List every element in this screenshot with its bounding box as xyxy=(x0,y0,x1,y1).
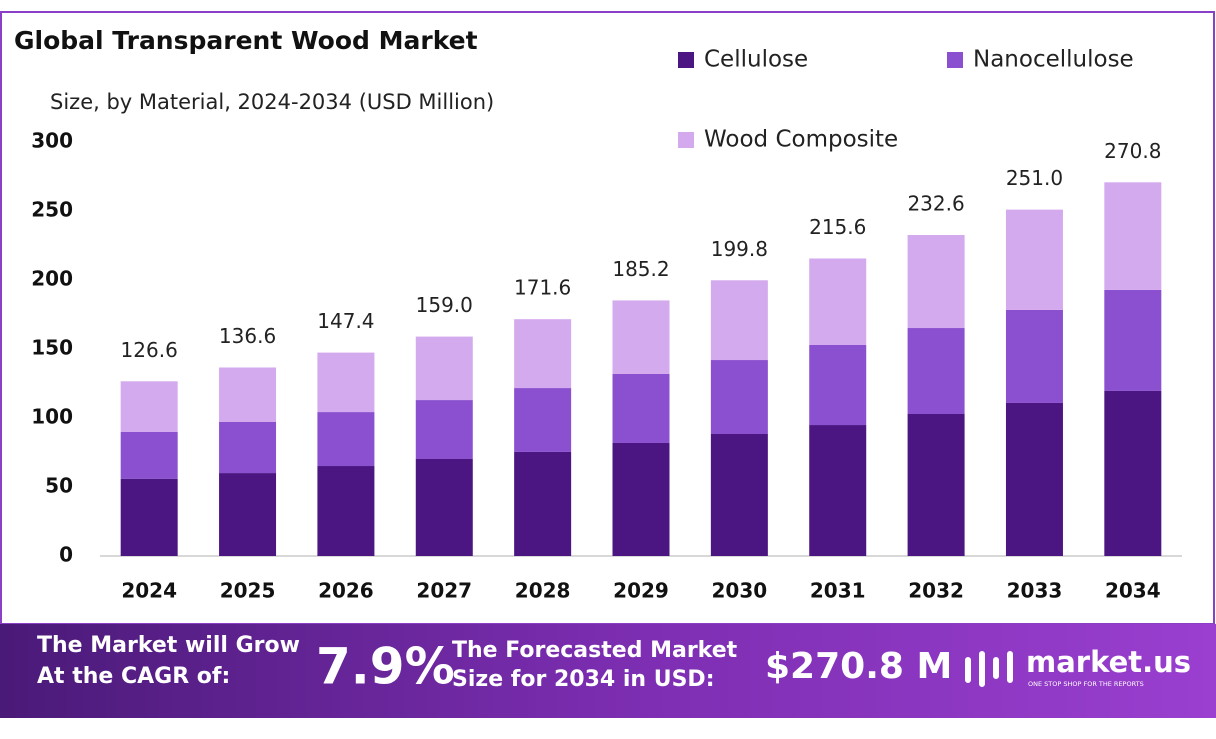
brand: market.us xyxy=(1026,645,1191,679)
bar-segment xyxy=(514,319,572,389)
x-tick-label: 2034 xyxy=(1105,579,1161,603)
y-tick-label: 100 xyxy=(31,405,73,429)
y-tick-label: 250 xyxy=(31,198,73,222)
chart-title: Global Transparent Wood Market xyxy=(14,26,478,55)
bar-segment xyxy=(415,400,473,459)
bar-segment xyxy=(415,336,473,401)
y-tick-label: 0 xyxy=(59,543,73,567)
bar-segment xyxy=(1005,309,1063,403)
plot: 0 50 100 150 200 250 300 Cellulose Nanocellulose… xyxy=(31,47,1182,603)
x-tick-label: 2027 xyxy=(416,579,472,603)
size-text: The Forecasted Market Size for 2034 in US… xyxy=(452,638,738,692)
bar-segment xyxy=(317,466,375,556)
footer-band xyxy=(0,624,1216,718)
tagline: ONE STOP SHOP FOR THE REPORTS xyxy=(1028,680,1144,688)
bar-segment xyxy=(120,381,178,432)
total-label: 251.0 xyxy=(1006,166,1063,190)
total-label: 171.6 xyxy=(514,276,571,300)
y-tick-label: 200 xyxy=(31,267,73,291)
cagr-value: 7.9% xyxy=(316,638,455,696)
bar-segment xyxy=(907,328,965,414)
y-tick-label: 50 xyxy=(45,474,73,498)
bar-segment xyxy=(120,431,178,479)
bar-segment xyxy=(612,373,670,443)
legend-label: Nanocellulose xyxy=(973,47,1134,73)
bar-segment xyxy=(1104,289,1162,391)
bar-segment xyxy=(1104,390,1162,556)
bar-segment xyxy=(317,352,375,413)
legend-swatch xyxy=(947,52,963,68)
bar-segment xyxy=(219,473,277,556)
x-tick-label: 2024 xyxy=(121,579,177,603)
bar-segment xyxy=(120,478,178,556)
legend-label: Cellulose xyxy=(704,47,808,73)
bar-segment xyxy=(514,451,572,556)
bar-segment xyxy=(809,425,867,556)
bar-segment xyxy=(710,280,768,361)
total-label: 232.6 xyxy=(907,192,964,216)
total-label: 199.8 xyxy=(711,237,768,261)
bar-segment xyxy=(1104,182,1162,290)
legend-swatch xyxy=(678,52,694,68)
bar-segment xyxy=(415,458,473,556)
x-tick-label: 2030 xyxy=(712,579,768,603)
bar-segment xyxy=(219,367,277,423)
cagr-text: The Market will Grow At the CAGR of: xyxy=(37,633,300,689)
bar-segment xyxy=(1005,209,1063,310)
x-tick-label: 2025 xyxy=(220,579,276,603)
x-tick-label: 2033 xyxy=(1007,579,1063,603)
bar-segment xyxy=(907,413,965,556)
brand-logo xyxy=(965,651,1013,687)
bar-segment xyxy=(710,434,768,556)
chart-subtitle: Size, by Material, 2024-2034 (USD Millio… xyxy=(50,90,494,114)
x-tick-label: 2026 xyxy=(318,579,374,603)
bar-segment xyxy=(1005,402,1063,556)
size-value: $270.8 M xyxy=(765,646,952,687)
bar-segment xyxy=(710,360,768,435)
legend-label: Wood Composite xyxy=(704,127,898,153)
y-tick-label: 150 xyxy=(31,336,73,360)
total-label: 215.6 xyxy=(809,215,866,239)
total-label: 147.4 xyxy=(317,309,374,333)
total-label: 185.2 xyxy=(612,257,669,281)
total-label: 126.6 xyxy=(121,338,178,362)
total-label: 136.6 xyxy=(219,324,276,348)
bar-segment xyxy=(612,442,670,556)
y-tick-label: 300 xyxy=(31,129,73,153)
bar-segment xyxy=(612,300,670,374)
bar-segment xyxy=(219,422,277,474)
x-tick-label: 2032 xyxy=(908,579,964,603)
bar-segment xyxy=(809,258,867,345)
bar-segment xyxy=(317,412,375,467)
x-tick-label: 2028 xyxy=(515,579,571,603)
x-tick-label: 2029 xyxy=(613,579,669,603)
legend-swatch xyxy=(678,132,694,148)
x-tick-label: 2031 xyxy=(810,579,866,603)
bar-segment xyxy=(809,344,867,426)
total-label: 159.0 xyxy=(416,293,473,317)
bar-segment xyxy=(514,388,572,452)
bar-segment xyxy=(907,235,965,329)
total-label: 270.8 xyxy=(1104,139,1161,163)
